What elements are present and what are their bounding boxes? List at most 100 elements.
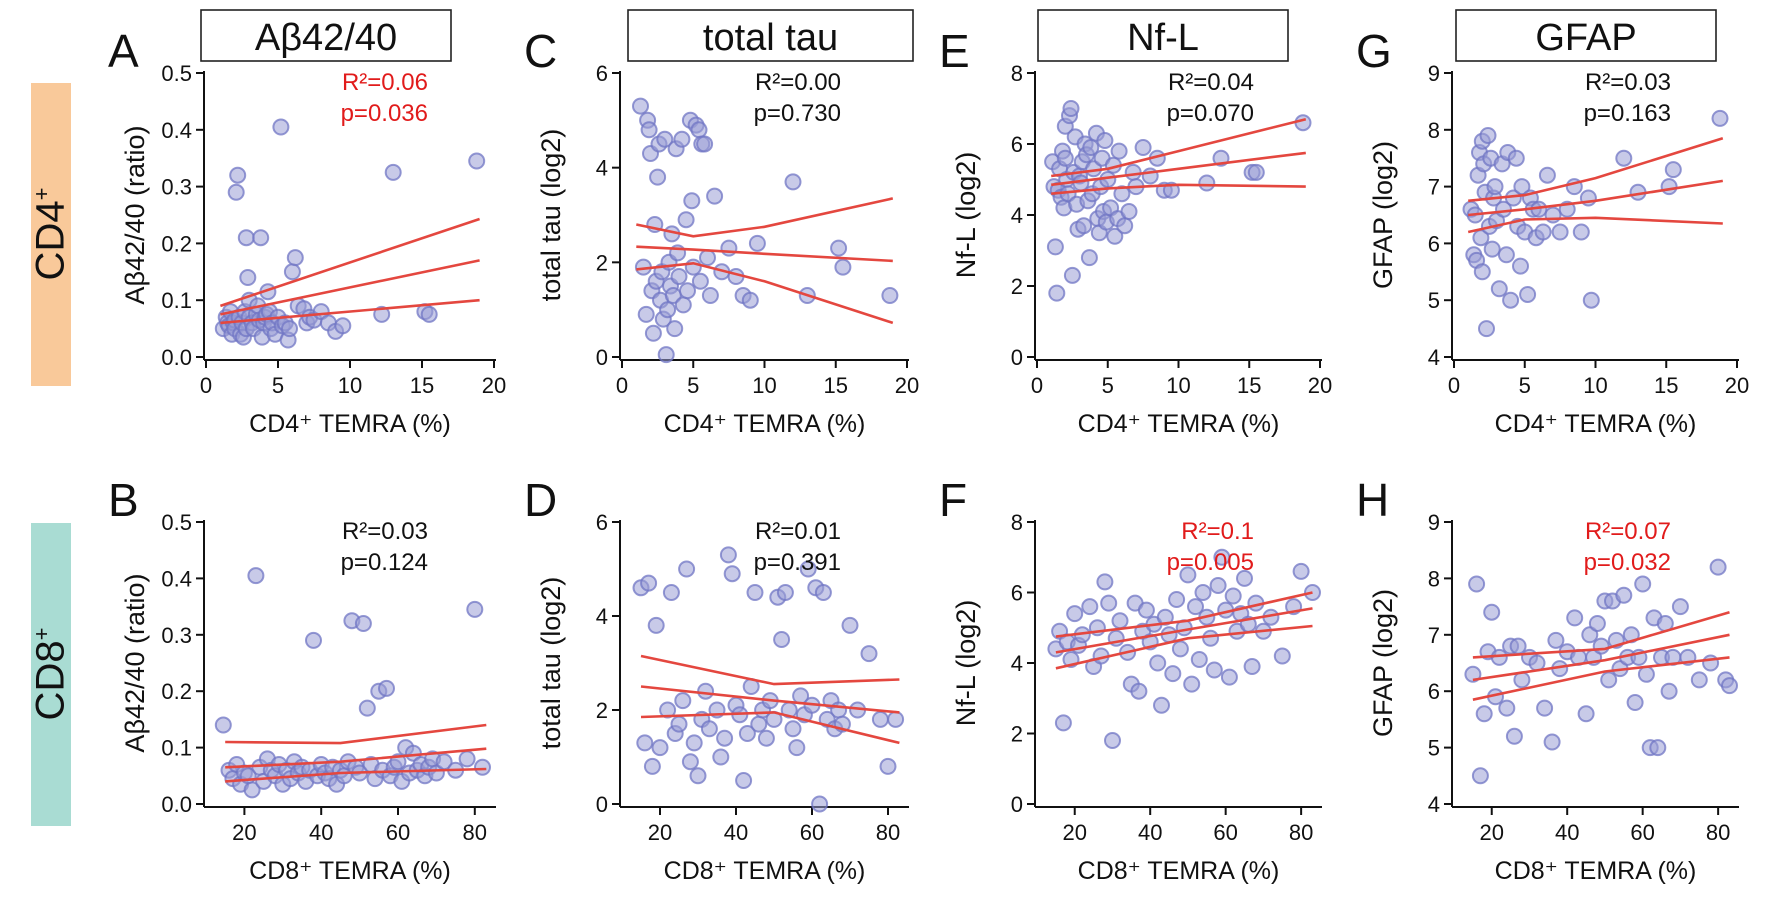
y-tick-label-f: 2: [1011, 722, 1023, 747]
panel-letter-c: C: [524, 25, 557, 77]
data-point: [1075, 217, 1093, 235]
data-point: [643, 757, 661, 775]
x-tick-label-g: 20: [1725, 373, 1749, 398]
data-point: [651, 739, 669, 757]
data-point: [683, 192, 701, 210]
data-point: [1490, 648, 1508, 666]
data-point: [1544, 206, 1562, 224]
p-value-f: p=0.005: [1167, 549, 1254, 576]
data-point: [1205, 661, 1223, 679]
x-tick-label-c: 15: [824, 373, 848, 398]
data-point: [673, 130, 691, 148]
data-point: [697, 682, 715, 700]
data-point: [691, 272, 709, 290]
data-point: [757, 729, 775, 747]
data-point: [696, 135, 714, 153]
data-point: [699, 249, 716, 267]
r-squared-d: R²=0.01: [755, 518, 841, 545]
data-point: [1577, 705, 1595, 723]
data-point: [1626, 694, 1644, 711]
data-point: [879, 757, 897, 775]
data-point: [784, 720, 802, 738]
y-tick-label-a: 0.2: [161, 231, 192, 256]
data-point: [1671, 598, 1689, 616]
y-axis-label-f: Nf-L (log2): [951, 600, 981, 727]
y-axis-label-h: GFAP (log2): [1368, 589, 1398, 737]
data-point: [1649, 739, 1667, 757]
x-tick-label-a: 15: [410, 373, 434, 398]
regression-line-c: [636, 245, 893, 263]
ci-lower-line-f: [1055, 624, 1313, 670]
x-tick-label-b: 80: [463, 820, 487, 845]
chart-title-g: GFAP: [1535, 17, 1636, 59]
data-point: [1486, 178, 1504, 196]
data-point: [1483, 603, 1501, 621]
y-tick-label-h: 9: [1428, 510, 1440, 535]
data-point: [1062, 100, 1080, 117]
chart-a: A Aβ42/40 0.0 0.1 0.2 0.3 0.4 0.5 0 5 10 15 20 CD4⁺ T…: [108, 9, 506, 438]
data-point: [1096, 573, 1114, 591]
data-point: [1536, 699, 1554, 717]
y-tick-label-a: 0.5: [161, 61, 192, 86]
ci-upper-line-f: [1055, 591, 1313, 638]
ci-upper-line-b: [225, 723, 487, 745]
data-point: [1497, 246, 1515, 264]
data-point: [640, 121, 658, 139]
y-tick-label-e: 2: [1011, 274, 1023, 299]
y-tick-label-e: 4: [1011, 203, 1023, 228]
x-axis-label-e: CD4⁺ TEMRA (%): [1078, 410, 1280, 438]
data-point: [670, 715, 688, 733]
data-point: [720, 239, 738, 257]
data-point: [1711, 109, 1729, 127]
data-point: [1690, 671, 1708, 689]
title-box-g: [1455, 9, 1717, 62]
y-tick-label-g: 7: [1428, 175, 1440, 200]
data-point: [1498, 699, 1516, 717]
data-point: [746, 584, 764, 601]
regression-line-g: [1468, 179, 1724, 217]
data-point: [1153, 696, 1170, 714]
x-axis-label-a: CD4⁺ TEMRA (%): [249, 410, 451, 438]
data-point: [384, 163, 402, 181]
data-point: [887, 710, 905, 728]
data-point: [799, 560, 817, 578]
chart-b: B 0.0 0.1 0.2 0.3 0.4 0.5 20 40 60 80 CD8⁺ TEMRA (%…: [108, 474, 496, 885]
ci-upper-line-g: [1468, 137, 1724, 203]
data-point: [243, 781, 261, 799]
data-point: [1111, 612, 1129, 630]
data-point: [458, 750, 476, 768]
data-point: [662, 584, 680, 601]
y-axis-label-a: Aβ42/40 (ratio): [120, 125, 150, 304]
r-squared-c: R²=0.00: [755, 69, 841, 96]
x-tick-label-d: 40: [724, 820, 748, 845]
x-tick-label-a: 0: [200, 373, 212, 398]
data-point: [1637, 665, 1655, 683]
r-squared-b: R²=0.03: [342, 518, 428, 545]
data-point: [647, 616, 665, 634]
y-tick-label-d: 0: [596, 792, 608, 817]
p-value-c: p=0.730: [754, 100, 841, 127]
y-tick-label-e: 6: [1011, 132, 1023, 157]
data-point: [1600, 671, 1618, 689]
x-tick-label-e: 0: [1031, 373, 1043, 398]
panel-letter-b: B: [108, 474, 139, 526]
data-point: [1572, 223, 1590, 241]
data-point: [1473, 263, 1491, 281]
regression-line-h: [1472, 633, 1730, 682]
data-point: [1660, 178, 1678, 196]
data-point: [1660, 682, 1678, 700]
data-point: [474, 758, 491, 776]
data-point: [1471, 767, 1489, 785]
y-tick-label-f: 4: [1011, 651, 1023, 676]
data-point: [1479, 127, 1497, 144]
x-tick-label-c: 0: [616, 373, 628, 398]
x-axis-label-b: CD8⁺ TEMRA (%): [249, 857, 451, 885]
cd8-row-band: [31, 523, 71, 826]
panel-letter-f: F: [939, 474, 967, 526]
y-tick-label-h: 7: [1428, 623, 1440, 648]
data-point: [723, 565, 741, 583]
y-tick-label-g: 5: [1428, 288, 1440, 313]
chart-d: D 0 2 4 6 20 40 60 80 CD8⁺ TEMRA (%) total tau (lo…: [524, 474, 909, 885]
y-tick-label-d: 4: [596, 604, 608, 629]
